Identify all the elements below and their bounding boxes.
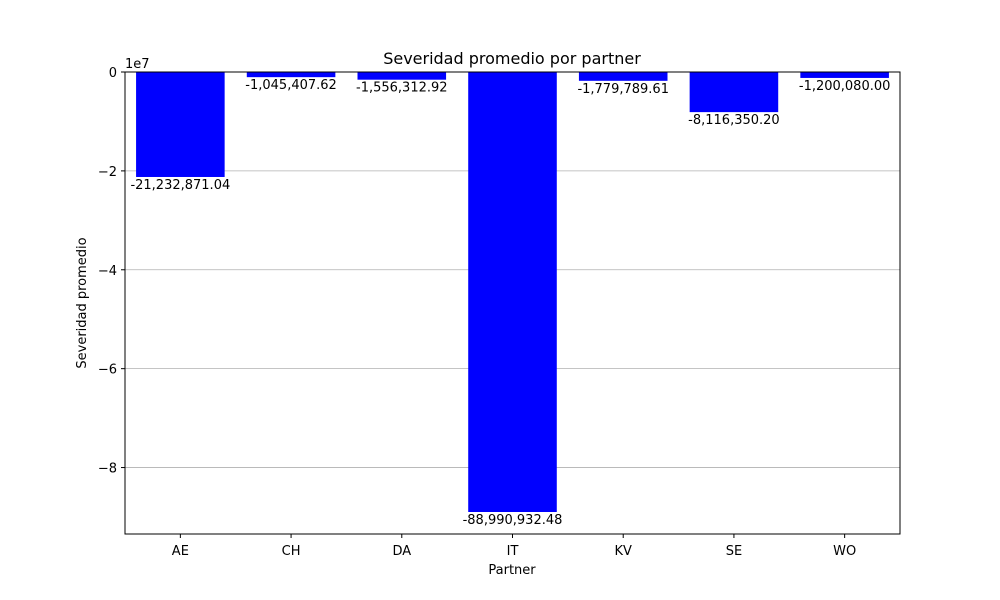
- data-label-kv: -1,779,789.61: [577, 82, 669, 97]
- x-tick-label: KV: [615, 544, 633, 559]
- x-tick-label: AE: [172, 544, 189, 559]
- x-tick-label: IT: [507, 544, 519, 559]
- chart-title: Severidad promedio por partner: [383, 49, 641, 68]
- data-label-ch: -1,045,407.62: [245, 78, 337, 93]
- y-tick-label: −2: [98, 165, 117, 180]
- y-tick-label: 0: [109, 66, 117, 81]
- y-tick-label: −4: [98, 264, 117, 279]
- y-axis-label: Severidad promedio: [75, 237, 90, 368]
- x-axis-ticks: AE CH DA IT KV SE WO: [172, 534, 856, 559]
- data-label-it: -88,990,932.48: [463, 513, 563, 528]
- data-label-da: -1,556,312.92: [356, 81, 448, 96]
- bar-se: [689, 72, 779, 113]
- bar-ch: [246, 72, 336, 78]
- x-axis-label: Partner: [488, 563, 536, 578]
- bar-ae: [136, 72, 225, 177]
- y-tick-label: −6: [98, 363, 117, 378]
- bar-wo: [800, 72, 889, 78]
- bar-da: [357, 72, 447, 80]
- y-tick-label: −8: [98, 462, 117, 477]
- bar-kv: [578, 72, 668, 81]
- data-label-se: -8,116,350.20: [688, 113, 780, 128]
- data-label-ae: -21,232,871.04: [130, 178, 230, 193]
- y-axis-offset-label: 1e7: [125, 57, 150, 72]
- x-tick-label: CH: [282, 544, 301, 559]
- x-tick-label: WO: [833, 544, 856, 559]
- bar-it: [468, 72, 557, 513]
- data-labels: -21,232,871.04 -1,045,407.62 -1,556,312.92…: [130, 78, 890, 528]
- x-tick-label: SE: [726, 544, 742, 559]
- data-label-wo: -1,200,080.00: [799, 79, 891, 94]
- bars: [136, 72, 889, 513]
- y-axis-ticks: 0 −2 −4 −6 −8: [98, 66, 125, 477]
- x-tick-label: DA: [392, 544, 411, 559]
